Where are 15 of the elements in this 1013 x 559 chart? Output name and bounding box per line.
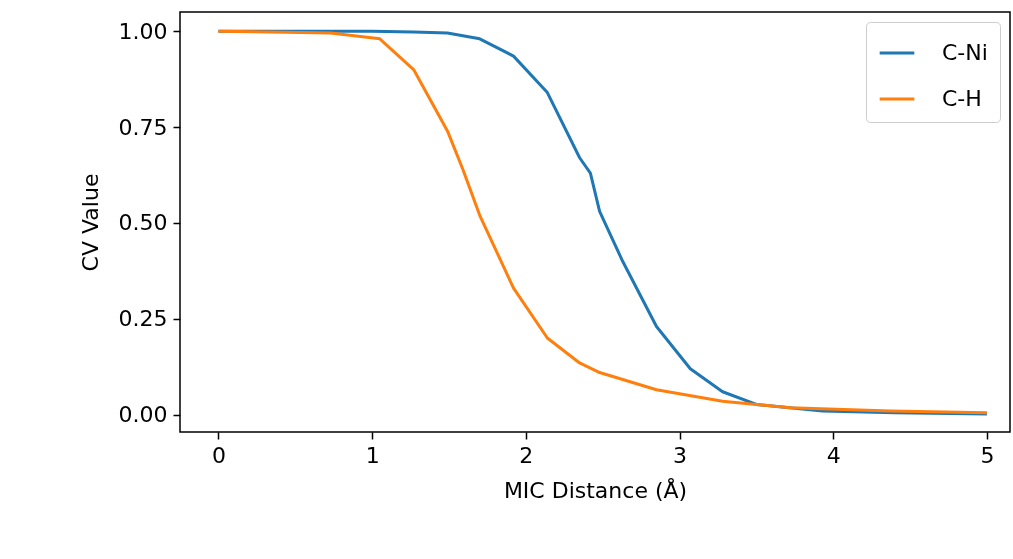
y-tick-label: 1.00 [118, 18, 168, 44]
legend-label: C-H [942, 86, 982, 111]
y-tick-label: 0.75 [118, 114, 168, 140]
legend-label: C-Ni [942, 40, 988, 65]
x-tick-label: 4 [826, 442, 841, 468]
y-axis-title: CV Value [77, 173, 103, 272]
x-tick-label: 0 [211, 442, 226, 468]
x-tick-label: 5 [980, 442, 995, 468]
y-tick-label: 0.25 [118, 306, 168, 332]
y-tick-label: 0.50 [118, 210, 168, 236]
y-tick-label: 0.00 [118, 402, 168, 428]
x-tick-label: 3 [673, 442, 688, 468]
x-tick-label: 1 [365, 442, 380, 468]
x-tick-label: 2 [519, 442, 534, 468]
x-axis-title: MIC Distance (Å) [503, 476, 688, 503]
